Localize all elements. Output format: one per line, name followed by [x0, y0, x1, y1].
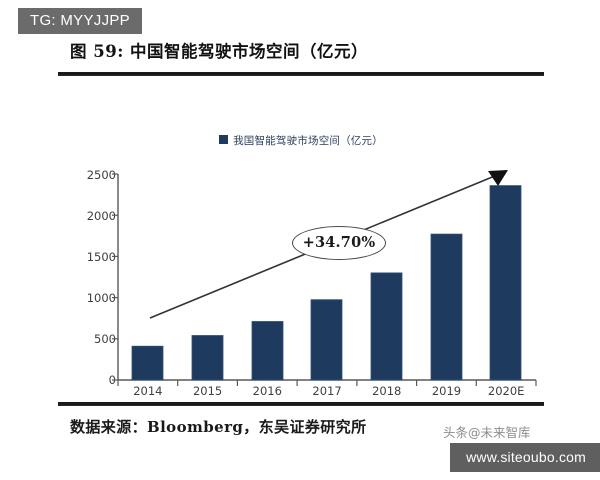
y-tick-500: 500	[94, 332, 116, 346]
plot-area	[112, 170, 537, 386]
x-tick-2015: 2015	[192, 384, 223, 398]
bar-2019[interactable]	[430, 233, 463, 381]
y-tick-1000: 1000	[86, 291, 116, 305]
y-axis-ticks	[112, 173, 118, 381]
bar-2017[interactable]	[310, 299, 343, 381]
x-axis-ticks	[117, 380, 537, 386]
x-tick-2017: 2017	[312, 384, 342, 398]
x-tick-2016: 2016	[252, 384, 282, 398]
x-tick-2019: 2019	[431, 384, 462, 398]
source-divider-rule	[58, 402, 544, 406]
bar-2014[interactable]	[131, 345, 164, 381]
cagr-annotation-ellipse: +34.70%	[292, 226, 386, 260]
x-axis-tick-labels: 2014 2015 2016 2017 2018 2019 2020E	[118, 384, 536, 406]
y-tick-2000: 2000	[86, 209, 116, 223]
source-watermark: 头条@未来智库	[443, 425, 531, 440]
y-tick-1500: 1500	[86, 250, 116, 264]
bar-series	[131, 185, 522, 381]
y-tick-2500: 2500	[86, 168, 116, 182]
site-url-badge: www.siteoubo.com	[450, 443, 600, 472]
bar-2020E[interactable]	[489, 185, 522, 381]
bar-2018[interactable]	[370, 272, 403, 381]
figure-source-text: 数据来源：Bloomberg，东吴证券研究所	[70, 418, 367, 436]
tg-tag-badge: TG: MYYJJPP	[18, 8, 142, 34]
legend-label: 我国智能驾驶市场空间（亿元）	[233, 135, 383, 148]
x-tick-2020E: 2020E	[487, 384, 525, 398]
legend-swatch-icon	[219, 135, 229, 145]
title-divider-rule	[58, 72, 544, 76]
bar-chart: 我国智能驾驶市场空间（亿元） 2500 2000 1500 1000 500 0	[58, 74, 544, 400]
x-tick-2018: 2018	[372, 384, 402, 398]
figure-title: 图 59: 中国智能驾驶市场空间（亿元）	[70, 42, 369, 61]
chart-legend: 我国智能驾驶市场空间（亿元）	[58, 132, 544, 150]
x-tick-2014: 2014	[133, 384, 163, 398]
bar-2015[interactable]	[191, 335, 224, 381]
bar-2016[interactable]	[251, 321, 284, 381]
figure-card: 图 59: 中国智能驾驶市场空间（亿元） 我国智能驾驶市场空间（亿元） 2500…	[58, 28, 544, 448]
cagr-annotation-label: +34.70%	[302, 234, 376, 251]
